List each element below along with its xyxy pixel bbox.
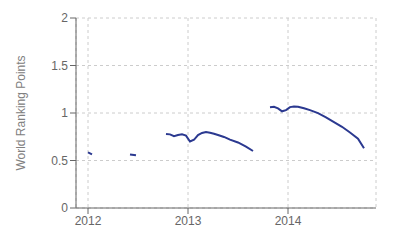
svg-text:2013: 2013 bbox=[175, 214, 202, 228]
svg-text:2012: 2012 bbox=[75, 214, 102, 228]
svg-text:World Ranking Points: World Ranking Points bbox=[14, 55, 28, 170]
svg-text:1.5: 1.5 bbox=[51, 59, 68, 73]
svg-text:0: 0 bbox=[61, 201, 68, 215]
svg-text:2: 2 bbox=[61, 11, 68, 25]
svg-text:1: 1 bbox=[61, 106, 68, 120]
svg-text:2014: 2014 bbox=[275, 214, 302, 228]
svg-text:0.5: 0.5 bbox=[51, 154, 68, 168]
